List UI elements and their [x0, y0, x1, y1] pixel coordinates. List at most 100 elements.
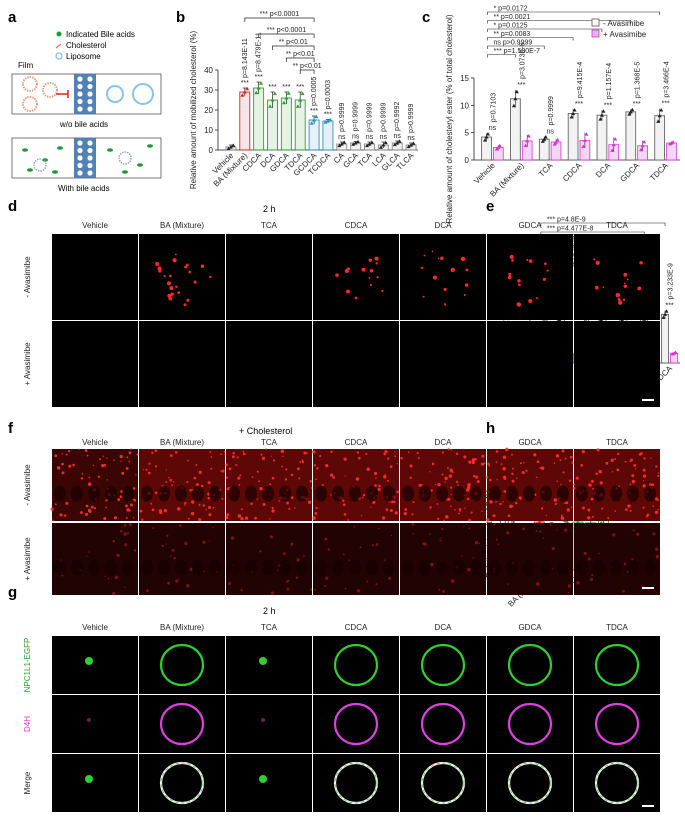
panel-f-image-tile — [487, 449, 573, 521]
lipid-droplet-signal — [86, 454, 89, 457]
lipid-droplet-signal — [200, 484, 204, 488]
cell-membrane-ring — [594, 643, 640, 687]
lipid-droplet-signal — [587, 557, 591, 561]
chart-c-bracket — [487, 54, 516, 58]
lipid-droplet-signal — [430, 489, 433, 492]
chart-b-significance-label: ns — [352, 133, 360, 140]
lipid-droplet-signal — [489, 478, 492, 482]
lipid-droplet-signal — [92, 464, 95, 466]
chart-b-data-point — [365, 143, 370, 148]
panel-g-column-label: TDCA — [606, 623, 628, 632]
chart-b-p-value-label: p>0.9999 — [408, 104, 415, 133]
lipid-droplet-signal — [208, 540, 211, 542]
panel-g-row-label: NPC1L1-EGFP — [23, 638, 32, 693]
chart-c-bar — [666, 142, 677, 161]
chart-b-data-point — [367, 142, 372, 146]
lipid-droplet-signal — [348, 559, 350, 561]
lipid-droplet-signal — [102, 455, 105, 457]
legend-cholesterol: Cholesterol — [66, 41, 107, 50]
lipid-droplet-signal — [556, 529, 558, 531]
lipid-droplet-signal — [618, 300, 623, 305]
lipid-droplet-signal — [555, 454, 560, 458]
chart-b-bracket — [258, 33, 315, 38]
lipid-droplet-signal — [296, 467, 300, 471]
lipid-droplet-signal — [616, 468, 620, 472]
lipid-droplet-signal — [502, 455, 507, 460]
lipid-droplet-signal — [650, 457, 652, 459]
lipid-droplet-signal — [450, 494, 452, 496]
lipid-droplet-signal — [231, 455, 235, 459]
lipid-droplet-signal — [271, 476, 275, 480]
lipid-droplet-signal — [481, 454, 485, 458]
lipid-droplet-signal — [163, 275, 166, 278]
lipid-droplet-signal — [544, 262, 547, 266]
lipid-droplet-signal — [325, 464, 329, 468]
chart-b-y-tick-label: 0 — [209, 146, 214, 155]
panel-f-column-label: TCA — [261, 438, 278, 447]
panel-g-image-tile — [226, 754, 312, 812]
lipid-droplet-signal — [269, 535, 274, 539]
lipid-droplet-signal — [198, 518, 202, 522]
nucleus-shadow — [489, 559, 501, 576]
chart-b-data-point — [254, 90, 259, 95]
lipid-droplet-signal — [535, 530, 538, 533]
lipid-droplet-signal — [87, 482, 92, 486]
lipid-droplet-signal — [282, 552, 286, 556]
chart-b-data-point — [337, 143, 342, 148]
lipid-droplet-signal — [521, 471, 525, 475]
lipid-droplet-signal — [369, 268, 374, 273]
lipid-droplet-signal — [523, 462, 525, 464]
lipid-droplet-signal — [598, 552, 600, 555]
lipid-droplet-signal — [507, 514, 511, 518]
lipid-droplet-signal — [642, 479, 645, 482]
lipid-droplet-signal — [657, 472, 660, 474]
lipid-droplet-signal — [447, 497, 451, 501]
bile-acid-icon — [52, 170, 58, 174]
chart-b-p-value-label: p=0.9992 — [394, 102, 401, 131]
bile-acid-icon — [122, 170, 128, 174]
lipid-droplet-signal — [188, 270, 192, 274]
lipid-droplet-signal — [515, 501, 518, 505]
cell-membrane-overlay — [334, 762, 378, 804]
lipid-droplet-signal — [250, 502, 253, 505]
lipid-droplet-signal — [509, 254, 514, 260]
chart-b-data-point — [270, 98, 275, 102]
panel-f-image-tile — [574, 523, 660, 595]
nucleus-shadow — [158, 485, 170, 502]
panel-d-column-label: TDCA — [606, 221, 628, 230]
lipid-droplet-signal — [429, 562, 434, 567]
lipid-droplet-signal — [481, 510, 483, 513]
lipid-droplet-signal — [61, 462, 64, 466]
lipid-droplet-signal — [643, 457, 646, 460]
chart-e-bar — [661, 313, 669, 364]
chart-b-significance-label: *** — [268, 84, 276, 91]
lipid-droplet-signal — [381, 516, 386, 520]
panel-f-image-tile — [487, 523, 573, 595]
nucleus-shadow — [506, 559, 518, 576]
chart-b-p-value-label: p=0.9999 — [367, 103, 374, 132]
bile-acid-legend-icon — [56, 31, 62, 37]
lipid-droplet-signal — [377, 487, 381, 492]
chart-c-legend-label: + Avasimibe — [603, 30, 647, 39]
panel-g-column-label: DCA — [435, 623, 453, 632]
panel-d-image-tile — [139, 321, 225, 407]
nucleus-shadow — [122, 485, 134, 502]
bile-acid-icon — [107, 148, 113, 152]
lipid-droplet-signal — [657, 499, 660, 502]
film-pore-icon — [77, 106, 83, 112]
lipid-droplet-signal — [535, 297, 538, 300]
lipid-droplet-signal — [184, 265, 188, 269]
lipid-droplet-signal — [505, 447, 509, 452]
lipid-droplet-signal — [343, 457, 347, 461]
lipid-droplet-signal — [383, 452, 387, 456]
chart-c-bar — [510, 98, 521, 161]
lipid-droplet-signal — [68, 464, 72, 468]
lipid-droplet-signal — [154, 449, 158, 452]
cell-signal — [259, 657, 267, 665]
chart-b-bracket — [286, 57, 315, 62]
lipid-droplet-signal — [56, 466, 61, 470]
lipid-droplet-signal — [565, 501, 569, 505]
cell-layer-signal — [313, 523, 399, 595]
chart-c-data-point — [611, 142, 616, 147]
lipid-droplet-signal — [657, 474, 660, 477]
